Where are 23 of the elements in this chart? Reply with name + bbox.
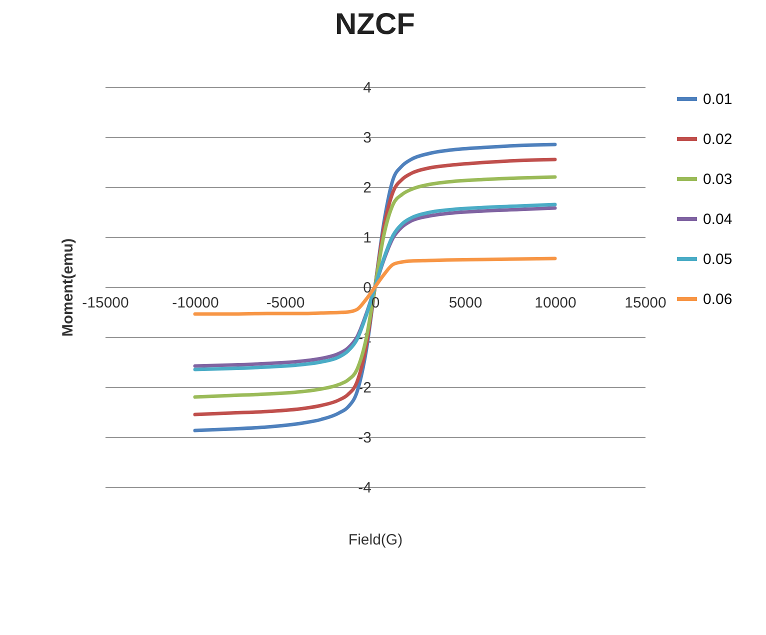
x-tick-label: 10000 xyxy=(534,294,576,312)
y-tick-label: -3 xyxy=(358,430,372,446)
x-tick-label: -5000 xyxy=(266,294,305,312)
legend-label: 0.04 xyxy=(703,211,732,228)
x-tick-label: -15000 xyxy=(82,294,129,312)
x-tick-label: 15000 xyxy=(624,294,666,312)
legend-label: 0.02 xyxy=(703,131,732,148)
y-tick-label: 2 xyxy=(363,180,372,196)
y-tick-label: -2 xyxy=(358,380,372,396)
y-tick-label: 0 xyxy=(363,280,372,296)
legend-label: 0.05 xyxy=(703,251,732,268)
y-tick-label: 1 xyxy=(363,230,372,246)
y-axis-title: Moment(emu) xyxy=(60,238,76,337)
chart-title: NZCF xyxy=(335,8,415,41)
y-tick-label: -4 xyxy=(358,480,372,496)
x-tick-label: -10000 xyxy=(172,294,219,312)
legend-label: 0.01 xyxy=(703,91,732,108)
y-tick-label: 3 xyxy=(363,130,372,146)
x-tick-label: 5000 xyxy=(448,294,482,312)
y-tick-label: 4 xyxy=(363,80,372,96)
legend-label: 0.06 xyxy=(703,291,732,308)
legend-label: 0.03 xyxy=(703,171,732,188)
x-axis-title: Field(G) xyxy=(348,532,403,548)
